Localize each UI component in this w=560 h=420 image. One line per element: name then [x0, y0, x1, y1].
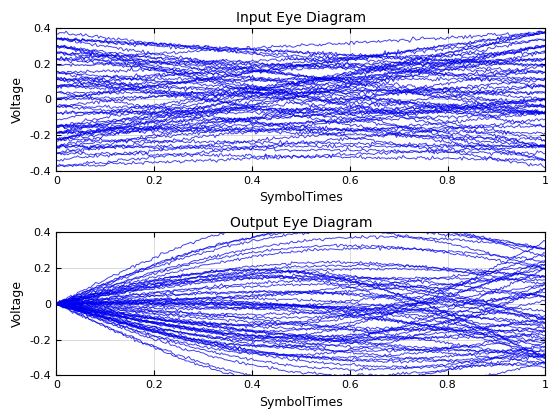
- Title: Output Eye Diagram: Output Eye Diagram: [230, 215, 372, 230]
- X-axis label: SymbolTimes: SymbolTimes: [259, 396, 343, 409]
- Y-axis label: Voltage: Voltage: [11, 280, 24, 327]
- Title: Input Eye Diagram: Input Eye Diagram: [236, 11, 366, 25]
- X-axis label: SymbolTimes: SymbolTimes: [259, 192, 343, 205]
- Y-axis label: Voltage: Voltage: [11, 76, 24, 123]
